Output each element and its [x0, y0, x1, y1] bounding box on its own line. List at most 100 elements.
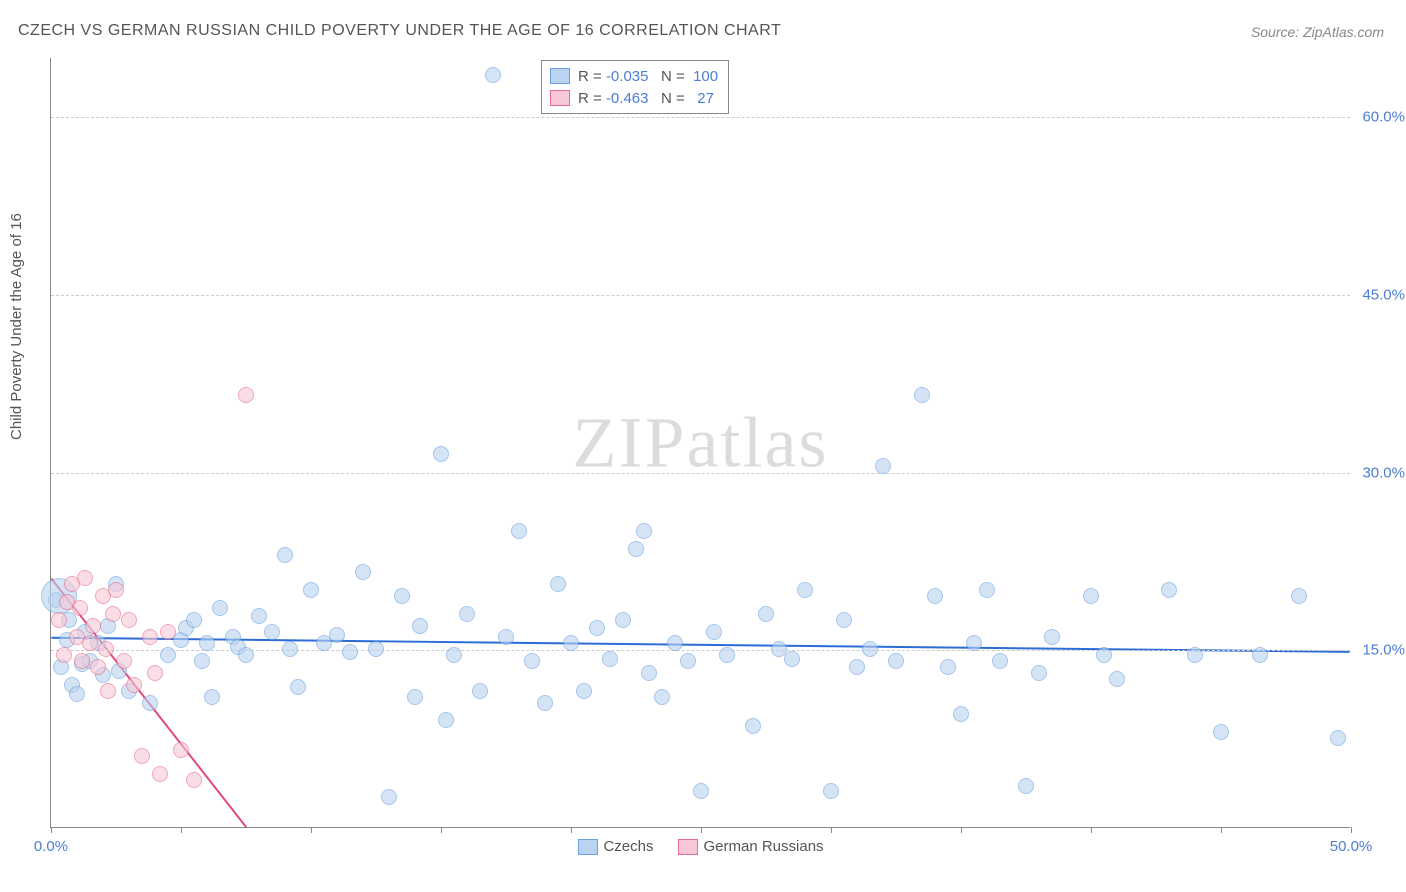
data-point	[251, 608, 267, 624]
watermark-atlas: atlas	[687, 402, 829, 482]
x-tick-label: 0.0%	[34, 838, 68, 855]
trend-lines-svg	[51, 58, 1350, 827]
data-point	[992, 653, 1008, 669]
data-point	[342, 644, 358, 660]
data-point	[719, 647, 735, 663]
data-point	[238, 647, 254, 663]
data-point	[758, 606, 774, 622]
data-point	[69, 686, 85, 702]
data-point	[74, 653, 90, 669]
data-point	[199, 635, 215, 651]
data-point	[264, 624, 280, 640]
data-point	[1096, 647, 1112, 663]
x-tick	[961, 827, 962, 833]
stats-legend-row: R = -0.035 N = 100	[550, 65, 718, 87]
x-tick	[1351, 827, 1352, 833]
data-point	[142, 629, 158, 645]
legend-label: Czechs	[603, 838, 653, 855]
data-point	[1330, 730, 1346, 746]
data-point	[1031, 665, 1047, 681]
data-point	[667, 635, 683, 651]
x-tick	[51, 827, 52, 833]
stats-legend: R = -0.035 N = 100 R = -0.463 N = 27	[541, 60, 729, 114]
data-point	[329, 627, 345, 643]
data-point	[641, 665, 657, 681]
data-point	[85, 618, 101, 634]
data-point	[147, 665, 163, 681]
data-point	[368, 641, 384, 657]
data-point	[1187, 647, 1203, 663]
data-point	[888, 653, 904, 669]
data-point	[706, 624, 722, 640]
data-point	[77, 570, 93, 586]
data-point	[303, 582, 319, 598]
data-point	[862, 641, 878, 657]
data-point	[381, 789, 397, 805]
data-point	[173, 742, 189, 758]
data-point	[105, 606, 121, 622]
x-tick-label: 50.0%	[1330, 838, 1373, 855]
data-point	[654, 689, 670, 705]
plot-area: ZIPatlas R = -0.035 N = 100 R = -0.463 N …	[50, 58, 1350, 828]
data-point	[1083, 588, 1099, 604]
gridline-h	[51, 473, 1350, 474]
data-point	[953, 706, 969, 722]
data-point	[875, 458, 891, 474]
legend-stats-text: R = -0.463 N = 27	[578, 90, 714, 107]
data-point	[563, 635, 579, 651]
data-point	[290, 679, 306, 695]
series-legend-item: Czechs	[577, 838, 653, 855]
legend-swatch	[550, 68, 570, 84]
data-point	[108, 582, 124, 598]
data-point	[498, 629, 514, 645]
data-point	[282, 641, 298, 657]
data-point	[90, 659, 106, 675]
x-tick	[571, 827, 572, 833]
y-tick-label: 60.0%	[1362, 109, 1405, 126]
data-point	[1213, 724, 1229, 740]
data-point	[472, 683, 488, 699]
data-point	[636, 523, 652, 539]
data-point	[134, 748, 150, 764]
data-point	[355, 564, 371, 580]
legend-swatch	[550, 90, 570, 106]
stats-legend-row: R = -0.463 N = 27	[550, 87, 718, 109]
legend-swatch	[677, 839, 697, 855]
data-point	[1044, 629, 1060, 645]
x-tick	[1221, 827, 1222, 833]
data-point	[524, 653, 540, 669]
data-point	[693, 783, 709, 799]
data-point	[277, 547, 293, 563]
data-point	[121, 612, 137, 628]
data-point	[412, 618, 428, 634]
series-legend: Czechs German Russians	[577, 838, 823, 855]
data-point	[628, 541, 644, 557]
data-point	[1252, 647, 1268, 663]
y-tick-label: 15.0%	[1362, 642, 1405, 659]
x-tick	[1091, 827, 1092, 833]
chart-title: CZECH VS GERMAN RUSSIAN CHILD POVERTY UN…	[18, 22, 781, 40]
gridline-h	[51, 295, 1350, 296]
data-point	[979, 582, 995, 598]
watermark-zip: ZIP	[573, 402, 687, 482]
x-tick	[831, 827, 832, 833]
data-point	[914, 387, 930, 403]
x-tick	[181, 827, 182, 833]
data-point	[152, 766, 168, 782]
data-point	[576, 683, 592, 699]
data-point	[238, 387, 254, 403]
data-point	[142, 695, 158, 711]
data-point	[680, 653, 696, 669]
series-legend-item: German Russians	[677, 838, 823, 855]
data-point	[927, 588, 943, 604]
data-point	[82, 635, 98, 651]
data-point	[537, 695, 553, 711]
data-point	[100, 683, 116, 699]
data-point	[940, 659, 956, 675]
legend-swatch	[577, 839, 597, 855]
data-point	[849, 659, 865, 675]
data-point	[212, 600, 228, 616]
x-tick	[701, 827, 702, 833]
data-point	[1291, 588, 1307, 604]
data-point	[966, 635, 982, 651]
